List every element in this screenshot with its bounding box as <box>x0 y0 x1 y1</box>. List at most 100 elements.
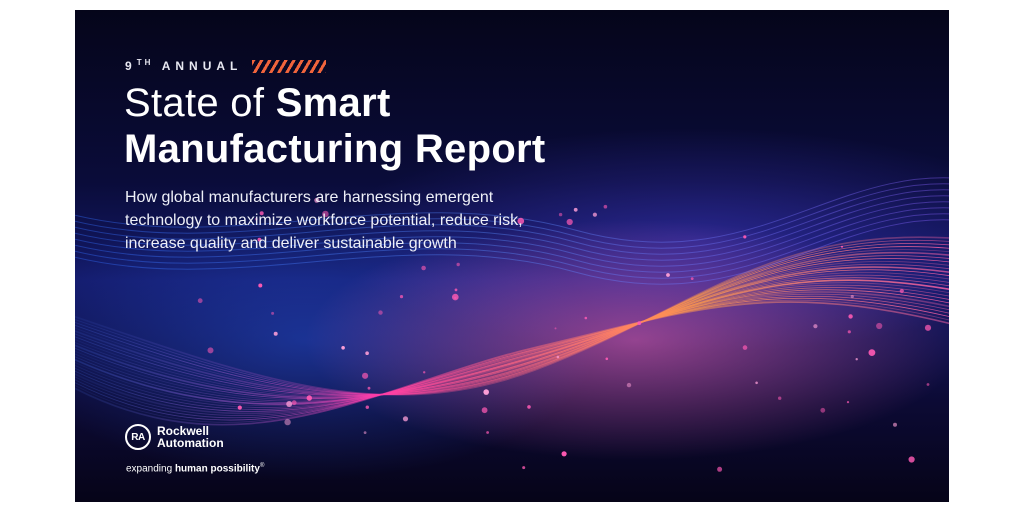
light-particle <box>454 288 458 292</box>
light-particle <box>820 407 826 413</box>
light-particle <box>850 294 854 299</box>
light-particle <box>908 456 915 463</box>
light-particle <box>421 265 426 271</box>
light-particle <box>527 405 531 409</box>
light-particle <box>924 324 932 331</box>
wave-line <box>75 289 949 412</box>
light-particle <box>522 466 526 470</box>
light-particle <box>778 396 782 400</box>
light-particle <box>322 210 329 218</box>
wave-line <box>75 249 949 396</box>
wave-line <box>75 246 949 395</box>
wave-line <box>75 277 949 403</box>
light-particle <box>561 451 567 457</box>
wave-line <box>75 293 949 416</box>
light-particle <box>626 382 632 388</box>
light-particle <box>637 321 642 325</box>
light-particle <box>755 381 758 385</box>
wave-line <box>75 269 949 400</box>
wave-line <box>75 261 949 397</box>
tagline-mark: ® <box>259 463 265 469</box>
wave-line-blue <box>75 219 949 285</box>
wave-line <box>75 299 949 423</box>
light-particle <box>573 207 578 212</box>
light-particle <box>456 262 460 267</box>
wave-line-blue <box>75 213 949 279</box>
logo-line-1: Rockwell <box>157 424 210 438</box>
wave-line <box>75 251 949 396</box>
light-particle <box>899 288 904 294</box>
title-line-2: Manufacturing Report <box>124 127 546 171</box>
wave-line-blue <box>75 183 949 249</box>
rockwell-automation-logo: RA Rockwell Automation <box>125 424 224 450</box>
light-particle <box>847 330 851 334</box>
tagline-bold: human possibility <box>174 463 260 475</box>
light-particle <box>481 407 488 414</box>
wave-line-blue <box>75 189 949 255</box>
light-particle <box>259 211 264 216</box>
light-particle <box>402 416 409 422</box>
light-particle <box>286 401 293 407</box>
light-particle <box>284 418 291 426</box>
title-part-regular: State of <box>124 81 276 125</box>
light-particle <box>378 310 383 315</box>
edition-annual-word: ANNUAL <box>161 59 243 73</box>
light-particle <box>868 349 876 356</box>
light-particle <box>306 395 312 401</box>
light-particle <box>743 235 747 239</box>
report-edition-label: 9 TH ANNUAL <box>125 58 327 73</box>
light-particle <box>848 314 853 319</box>
wave-line <box>75 258 949 396</box>
light-particle <box>452 293 459 301</box>
light-particle <box>855 358 858 361</box>
light-particle <box>603 204 608 209</box>
light-particle <box>197 298 203 304</box>
wave-line <box>75 282 949 407</box>
light-particle <box>258 283 263 288</box>
hero-banner: 9 TH ANNUAL State of Smart Manufacturing … <box>75 10 949 502</box>
wave-line <box>75 295 949 419</box>
wave-line <box>75 243 949 395</box>
report-subtitle: How global manufacturers are harnessing … <box>125 189 523 252</box>
light-particle <box>365 351 369 356</box>
light-particle <box>257 237 262 242</box>
wave-line-blue <box>75 177 949 243</box>
light-particle <box>846 401 850 404</box>
logo-wordmark: Rockwell Automation <box>157 425 224 449</box>
light-particle <box>605 357 609 361</box>
light-particle <box>893 422 897 427</box>
edition-ordinal: 9 <box>125 59 137 73</box>
wave-line <box>75 297 949 421</box>
wave-line <box>75 263 949 398</box>
light-particle <box>363 431 367 434</box>
wave-line <box>75 272 949 401</box>
light-particle <box>517 217 525 225</box>
wave-line <box>75 287 949 410</box>
light-particle <box>554 327 557 330</box>
wave-line <box>75 266 949 399</box>
brand-tagline: expanding human possibility® <box>126 463 264 474</box>
light-particle <box>486 431 489 434</box>
wave-line <box>75 291 949 415</box>
wave-line <box>75 279 949 405</box>
wave-line <box>75 240 949 396</box>
light-particle <box>273 331 278 336</box>
light-particle <box>841 245 843 248</box>
light-particle <box>341 346 345 350</box>
tagline-regular: expanding <box>126 463 175 475</box>
light-particle <box>592 212 598 217</box>
light-particle <box>742 345 748 350</box>
wave-line <box>75 255 949 396</box>
light-particle <box>717 466 723 472</box>
light-particle <box>399 295 404 299</box>
light-particle <box>566 218 573 226</box>
title-part-bold: Smart <box>275 81 391 125</box>
light-particle <box>584 316 588 320</box>
light-particle <box>291 400 297 406</box>
light-particle <box>876 322 883 330</box>
ra-badge-icon: RA <box>125 424 151 450</box>
light-particle <box>207 347 214 354</box>
light-particle <box>254 217 258 221</box>
wave-line <box>75 274 949 402</box>
decorative-stripes <box>252 59 327 73</box>
